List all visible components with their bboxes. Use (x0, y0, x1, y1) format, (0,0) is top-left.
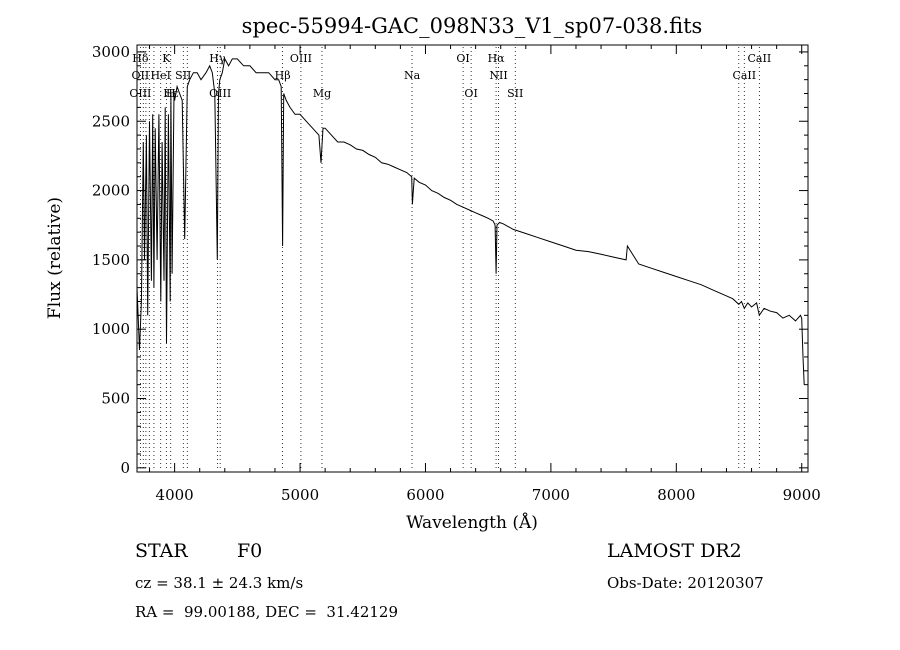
line-label-18: SII (507, 87, 523, 100)
x-tick-label-3: 7000 (532, 486, 570, 504)
line-label-8: Hγ (209, 52, 226, 65)
line-label-14: OI (456, 52, 469, 65)
coordinates: RA = 99.00188, DEC = 31.42129 (135, 603, 399, 621)
line-label-6: SII (175, 69, 191, 82)
x-tick-label-4: 8000 (657, 486, 695, 504)
line-label-4: HeI (150, 69, 170, 82)
y-axis-label: Flux (relative) (45, 197, 65, 319)
line-label-19: CaII (748, 52, 772, 65)
line-label-0: Hδ (132, 52, 149, 65)
line-label-11: Hβ (275, 69, 291, 82)
y-tick-label-2: 1000 (92, 320, 130, 338)
y-tick-label-6: 3000 (92, 43, 130, 61)
x-tick-label-5: 9000 (783, 486, 821, 504)
line-label-20: CaII (732, 69, 756, 82)
line-label-1: OII (132, 69, 150, 82)
y-tick-label-3: 1500 (92, 251, 130, 269)
line-label-15: OI (464, 87, 477, 100)
y-axis: 0 500 1000 1500 2000 2500 3000 (92, 43, 808, 477)
object-subclass: F0 (237, 540, 263, 562)
observation-date: Obs-Date: 20120307 (607, 574, 764, 592)
y-tick-label-5: 2500 (92, 112, 130, 130)
redshift-value: cz = 38.1 ± 24.3 km/s (135, 574, 304, 592)
plot-frame (136, 44, 809, 473)
x-tick-label-0: 4000 (156, 486, 194, 504)
line-label-13: Na (404, 69, 421, 82)
y-tick-label-4: 2000 (92, 182, 130, 200)
x-axis-label: Wavelength (Å) (406, 512, 538, 533)
x-axis: 4000 5000 6000 7000 8000 9000 (149, 45, 821, 504)
line-markers (139, 47, 760, 471)
line-label-3: K (162, 52, 171, 65)
line-label-12: Mg (313, 87, 331, 100)
chart-title: spec-55994-GAC_098N33_V1_sp07-038.fits (242, 14, 703, 38)
object-class: STAR (135, 540, 188, 562)
line-label-16: Hα (488, 52, 506, 65)
line-label-9: OIII (209, 87, 231, 100)
line-label-10: OIII (290, 52, 312, 65)
line-labels: HδOIIOIIIKHeIHεSIIHHγOIIIOIIIHβMgNaOIOIH… (129, 52, 771, 100)
line-label-17: NII (489, 69, 507, 82)
survey-name: LAMOST DR2 (607, 540, 742, 562)
spectrum-line (136, 57, 805, 385)
y-tick-label-1: 500 (101, 390, 130, 408)
y-tick-label-0: 0 (120, 459, 130, 477)
x-tick-label-2: 6000 (406, 486, 444, 504)
x-tick-label-1: 5000 (281, 486, 319, 504)
